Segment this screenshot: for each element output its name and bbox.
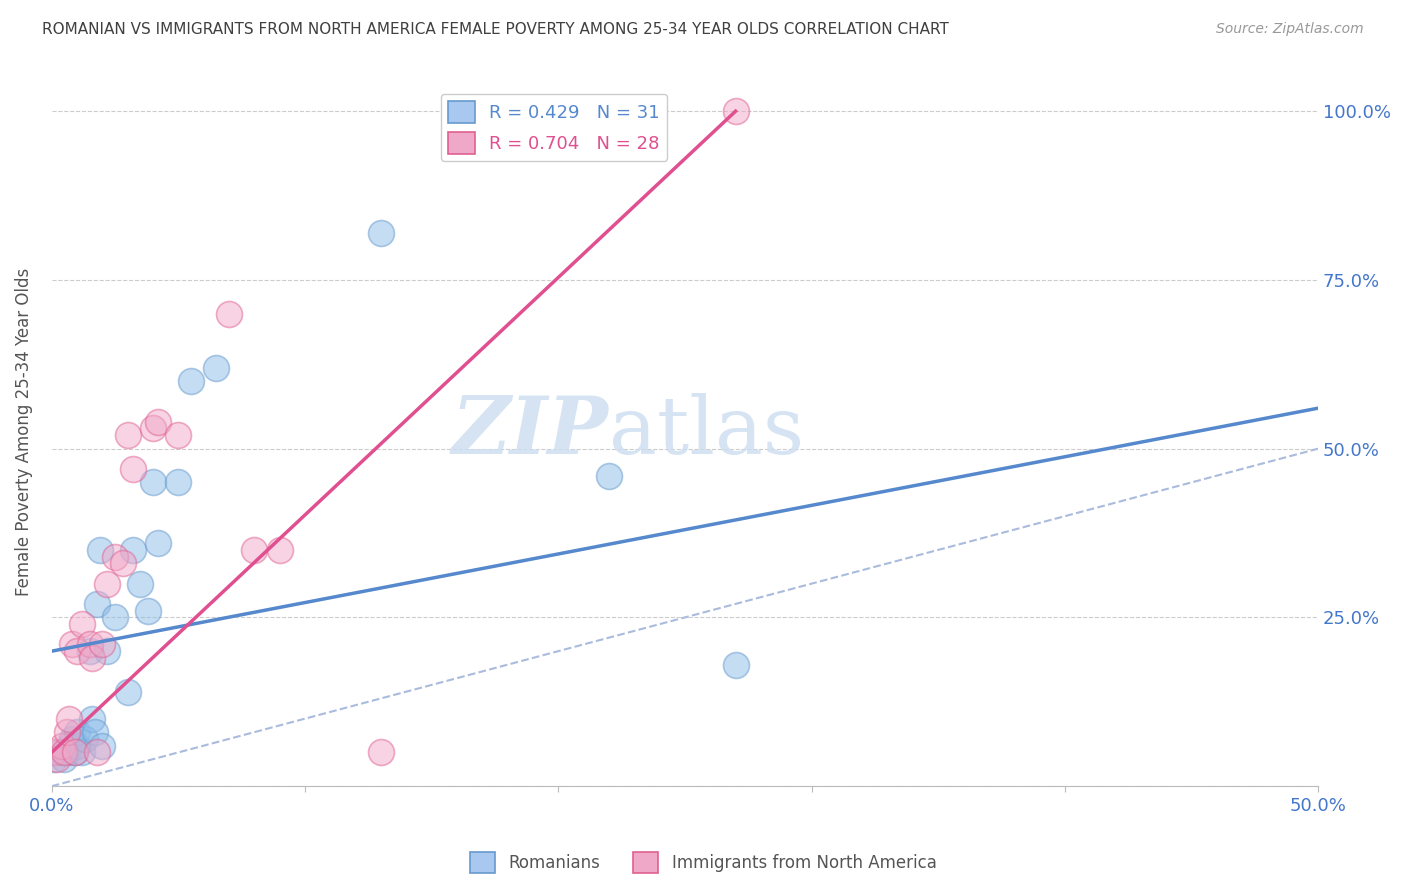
Text: atlas: atlas [609,392,804,471]
Point [60,637,83,651]
Point [58,739,80,753]
Point [63,745,86,759]
Point [724,657,747,672]
Point [60,731,83,746]
Point [82,712,104,726]
Point [117,428,139,442]
Point [66,644,89,658]
Point [129,576,152,591]
Point [91,739,114,753]
Point [111,557,134,571]
Point [205,360,228,375]
Point [86,745,108,759]
Point [370,226,392,240]
Point [146,415,169,429]
Legend: R = 0.429   N = 31, R = 0.704   N = 28: R = 0.429 N = 31, R = 0.704 N = 28 [440,94,668,161]
Point [53,752,76,766]
Point [51,739,73,753]
Point [142,475,165,490]
Point [58,712,80,726]
Point [136,604,159,618]
Point [598,468,620,483]
Point [79,644,101,658]
Point [167,428,190,442]
Point [121,542,143,557]
Y-axis label: Female Poverty Among 25-34 Year Olds: Female Poverty Among 25-34 Year Olds [15,268,32,596]
Point [167,475,190,490]
Point [370,745,392,759]
Point [66,739,89,753]
Point [56,725,79,739]
Point [269,542,291,557]
Text: ZIP: ZIP [453,393,609,471]
Point [180,374,202,388]
Point [63,745,86,759]
Point [104,549,127,564]
Point [91,637,114,651]
Point [48,745,70,759]
Point [86,597,108,611]
Point [53,745,76,759]
Point [70,745,93,759]
Point [96,576,118,591]
Point [82,651,104,665]
Point [73,731,96,746]
Legend: Romanians, Immigrants from North America: Romanians, Immigrants from North America [463,846,943,880]
Point [45,752,67,766]
Point [218,307,240,321]
Point [146,536,169,550]
Text: Source: ZipAtlas.com: Source: ZipAtlas.com [1216,22,1364,37]
Point [70,617,93,632]
Point [142,421,165,435]
Point [104,610,127,624]
Point [44,752,66,766]
Point [44,745,66,759]
Point [121,462,143,476]
Point [56,745,79,759]
Point [89,542,111,557]
Text: ROMANIAN VS IMMIGRANTS FROM NORTH AMERICA FEMALE POVERTY AMONG 25-34 YEAR OLDS C: ROMANIAN VS IMMIGRANTS FROM NORTH AMERIC… [42,22,949,37]
Point [724,104,747,119]
Point [243,542,266,557]
Point [79,637,101,651]
Point [598,104,620,119]
Point [66,725,89,739]
Point [83,725,105,739]
Point [117,684,139,698]
Point [96,644,118,658]
